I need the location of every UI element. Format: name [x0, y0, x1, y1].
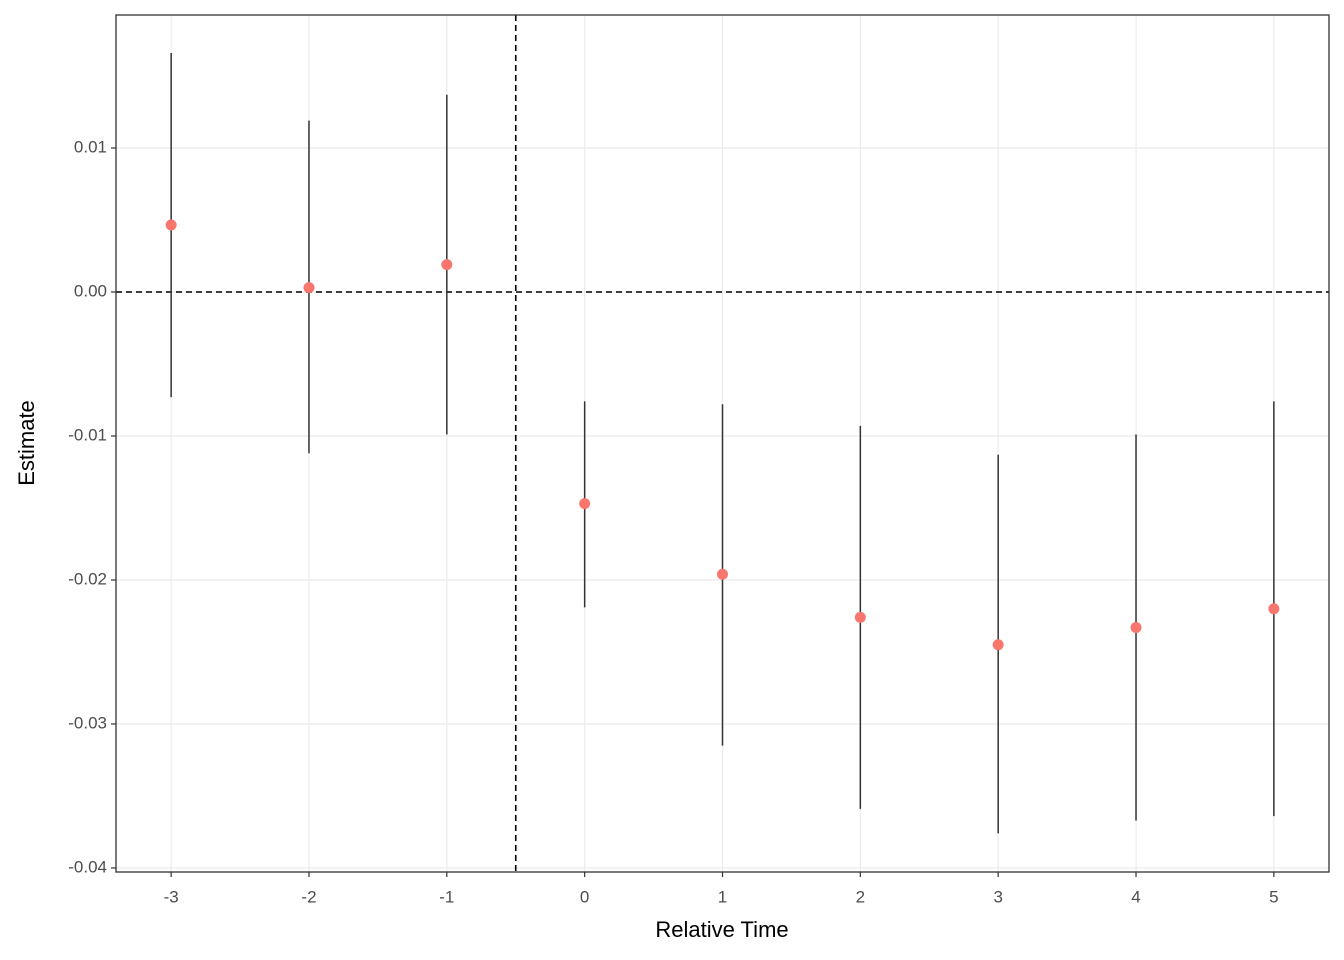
point — [854, 611, 866, 623]
point — [165, 219, 177, 231]
x-tick-label: 5 — [1269, 887, 1278, 906]
point — [303, 282, 315, 294]
y-tick-label: 0.01 — [74, 137, 107, 156]
point — [441, 259, 453, 271]
x-tick-label: 4 — [1131, 887, 1140, 906]
point — [579, 498, 591, 510]
x-tick-label: 2 — [856, 887, 865, 906]
x-tick-label: 3 — [993, 887, 1002, 906]
x-tick-label: -3 — [164, 887, 179, 906]
panel-border — [115, 14, 1330, 873]
x-axis-title: Relative Time — [655, 917, 788, 942]
point — [1268, 603, 1280, 615]
y-axis-title: Estimate — [14, 400, 39, 486]
y-tick-label: 0.00 — [74, 281, 107, 300]
x-tick-label: -2 — [301, 887, 316, 906]
x-tick-label: 1 — [718, 887, 727, 906]
y-tick-label: -0.04 — [68, 857, 107, 876]
x-tick-label: 0 — [580, 887, 589, 906]
point — [717, 568, 728, 580]
y-tick-label: -0.01 — [68, 425, 107, 444]
y-tick-label: -0.02 — [68, 569, 107, 588]
x-tick-label: -1 — [439, 887, 454, 906]
point — [992, 639, 1004, 651]
y-tick-label: -0.03 — [68, 713, 107, 732]
point — [1130, 621, 1142, 633]
